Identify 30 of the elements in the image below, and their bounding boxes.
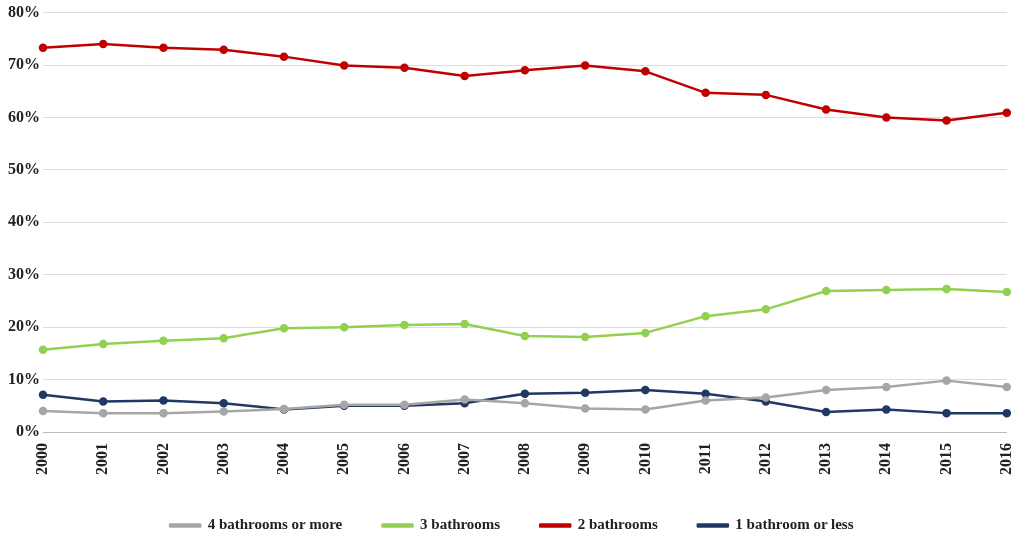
legend-label: 3 bathrooms — [420, 516, 501, 533]
x-tick-label: 2004 — [274, 443, 292, 475]
y-tick-label: 40% — [8, 212, 40, 230]
x-tick-label: 2001 — [93, 443, 111, 475]
x-tick-label: 2011 — [695, 443, 713, 475]
x-tick-label: 2002 — [153, 443, 171, 475]
legend-label: 4 bathrooms or more — [207, 516, 343, 533]
y-tick-label: 10% — [8, 369, 40, 387]
x-tick-label: 2016 — [996, 443, 1014, 475]
y-tick-label: 60% — [8, 107, 40, 125]
legend-label: 2 bathrooms — [577, 516, 658, 533]
y-tick-label: 30% — [8, 264, 40, 282]
y-tick-label: 20% — [8, 317, 40, 335]
y-tick-label: 0% — [16, 422, 40, 440]
y-tick-label: 50% — [8, 160, 40, 178]
x-tick-label: 2005 — [334, 443, 352, 475]
x-tick-label: 2008 — [515, 443, 533, 475]
x-tick-label: 2006 — [394, 443, 412, 475]
x-tick-label: 2013 — [816, 443, 834, 475]
x-tick-label: 2010 — [635, 443, 653, 475]
x-tick-label: 2007 — [454, 443, 472, 475]
y-tick-label: 70% — [8, 55, 40, 73]
x-tick-label: 2003 — [213, 443, 231, 475]
x-tick-label: 2015 — [936, 443, 954, 475]
x-tick-label: 2012 — [755, 443, 773, 475]
x-tick-label: 2014 — [876, 443, 894, 475]
y-tick-label: 80% — [8, 2, 40, 20]
x-tick-label: 2009 — [575, 443, 593, 475]
x-tick-label: 2000 — [33, 443, 51, 475]
legend-label: 1 bathroom or less — [735, 516, 854, 533]
